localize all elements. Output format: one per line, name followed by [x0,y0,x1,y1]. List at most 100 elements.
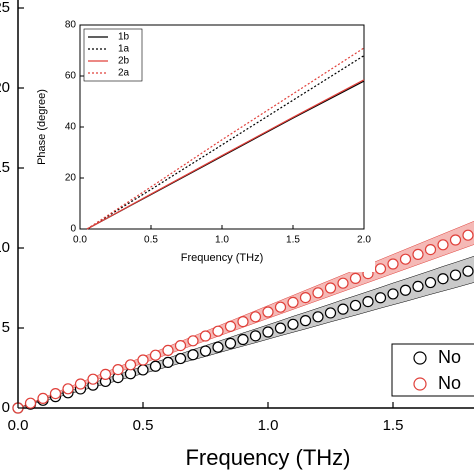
data-point [99,368,112,380]
data-point [324,307,337,319]
data-point [62,383,74,395]
legend-box [391,343,474,397]
data-point [199,345,212,357]
x-tick-label: 0.0 [73,235,87,246]
data-point [399,284,412,296]
y-tick-label: 10 [0,239,10,256]
x-tick-label: 1.5 [286,235,300,246]
data-point [462,265,474,277]
data-point [437,239,449,251]
legend-label: 2b [118,56,130,67]
data-point [312,311,324,323]
data-point [37,392,49,404]
data-point [337,277,349,289]
data-point [224,320,237,332]
data-point [337,303,349,315]
data-point [24,397,37,409]
legend-label: 1b [118,32,130,43]
x-tick-label: 1.0 [215,235,229,246]
data-point [124,359,137,371]
y-tick-label: 15 [0,159,10,176]
data-point [249,330,262,342]
data-point [374,292,387,304]
data-point [74,378,87,390]
data-point [162,344,174,356]
data-point [449,269,462,281]
y-tick-label: 40 [65,122,77,133]
data-point [349,299,362,312]
y-tick-label: 20 [65,173,77,184]
y-tick-label: 60 [65,71,77,82]
x-tick-label: 0.0 [8,417,29,434]
line [86,47,365,230]
x-tick-label: 0.5 [144,235,158,246]
line [86,79,365,230]
data-point [49,388,62,400]
y-tick-label: 20 [0,79,10,96]
data-point [374,263,387,275]
data-point [362,296,374,308]
x-tick-label: 2.0 [357,235,371,246]
data-point [224,337,237,349]
legend-marker [413,377,427,391]
data-point [149,360,162,372]
x-tick-label: 0.5 [133,417,154,434]
y-axis-label: Phase (degree) [36,89,48,165]
data-point [387,288,399,300]
data-point [174,340,187,352]
data-point [87,373,99,385]
data-point [412,280,424,292]
data-point [137,364,149,376]
x-tick-label: 1.0 [258,417,279,434]
y-tick-label: 5 [2,319,10,336]
data-point [237,316,249,328]
y-tick-label: 80 [65,20,77,31]
data-point [237,333,249,346]
data-point [174,352,187,365]
x-axis-label: Frequency (THz) [185,445,350,470]
data-point [449,234,462,246]
data-point [462,229,474,241]
data-point [412,248,424,260]
data-point [387,258,399,270]
data-point [299,315,312,327]
data-point [262,326,274,338]
legend-box [83,28,143,82]
data-point [312,287,324,299]
data-point [287,318,299,330]
legend-label: 1a [118,44,130,55]
data-point [274,322,287,334]
legend-marker [413,351,427,365]
y-tick-label: 0 [2,399,10,416]
data-point [274,301,287,313]
data-point [299,292,312,304]
data-point [249,311,262,323]
data-point [349,272,362,284]
data-point [212,325,224,337]
inset-background [30,16,375,272]
data-point [137,354,149,366]
data-point [437,273,449,285]
data-point [187,349,199,361]
legend-label: No [438,347,461,367]
data-point [187,335,199,347]
data-point [399,253,412,265]
data-point [199,330,212,342]
data-point [424,276,437,289]
legend-label: 2a [118,68,130,79]
y-tick-label: 25 [0,0,10,16]
x-axis-label: Frequency (THz) [181,252,264,264]
data-point [424,244,437,256]
data-point [287,296,299,308]
data-point [212,341,224,353]
data-point [324,282,337,294]
error-band [17,220,474,409]
data-point [162,356,174,368]
data-point [262,306,274,318]
legend-label: No [438,373,461,393]
data-point [149,349,162,361]
data-point [112,364,124,376]
x-tick-label: 1.5 [383,417,404,434]
